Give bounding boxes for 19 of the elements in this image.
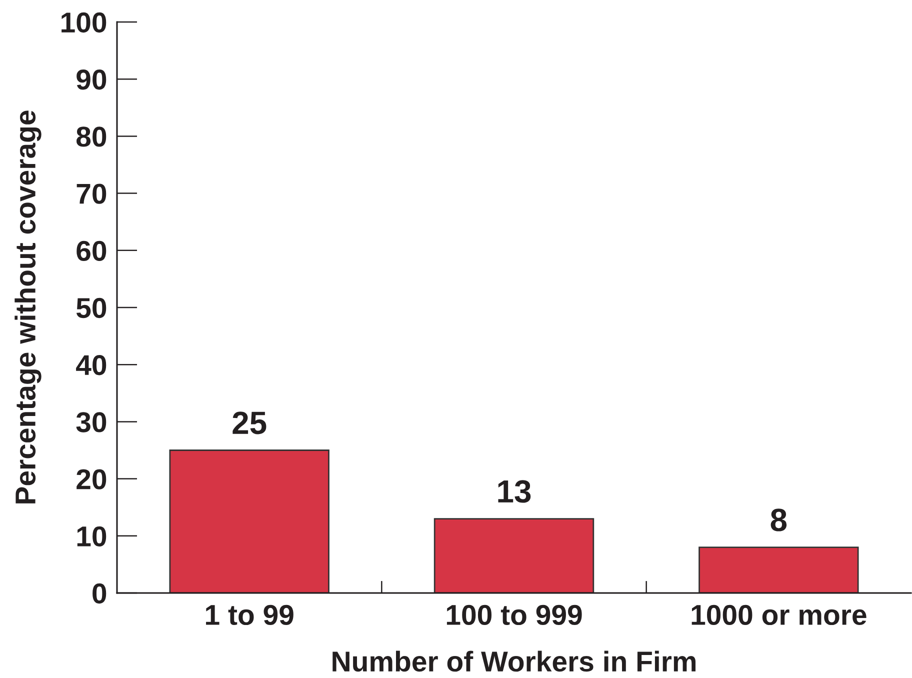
y-tick-label: 10 — [77, 526, 106, 546]
y-tick-label: 90 — [76, 70, 106, 90]
y-tick-label: 30 — [76, 412, 106, 432]
y-tick-label: 0 — [92, 583, 106, 604]
y-tick-label: 50 — [76, 298, 106, 318]
y-axis-title: Percentage without coverage — [14, 110, 42, 504]
y-tick-label: 40 — [76, 355, 106, 376]
x-tick-label: 1000 or more — [692, 604, 866, 626]
y-tick-label: 60 — [76, 240, 106, 261]
y-tick-label: 70 — [76, 184, 106, 204]
x-axis-title: Number of Workers in Firm — [332, 650, 696, 672]
data-label: 25 — [232, 412, 266, 434]
x-tick-label: 100 to 999 — [446, 604, 582, 626]
y-tick-label: 80 — [76, 126, 106, 147]
y-tick-label: 20 — [76, 469, 106, 490]
data-label: 13 — [498, 480, 531, 503]
y-tick-label: 100 — [62, 12, 106, 33]
data-label: 8 — [770, 508, 787, 532]
x-tick-label: 1 to 99 — [206, 604, 294, 626]
